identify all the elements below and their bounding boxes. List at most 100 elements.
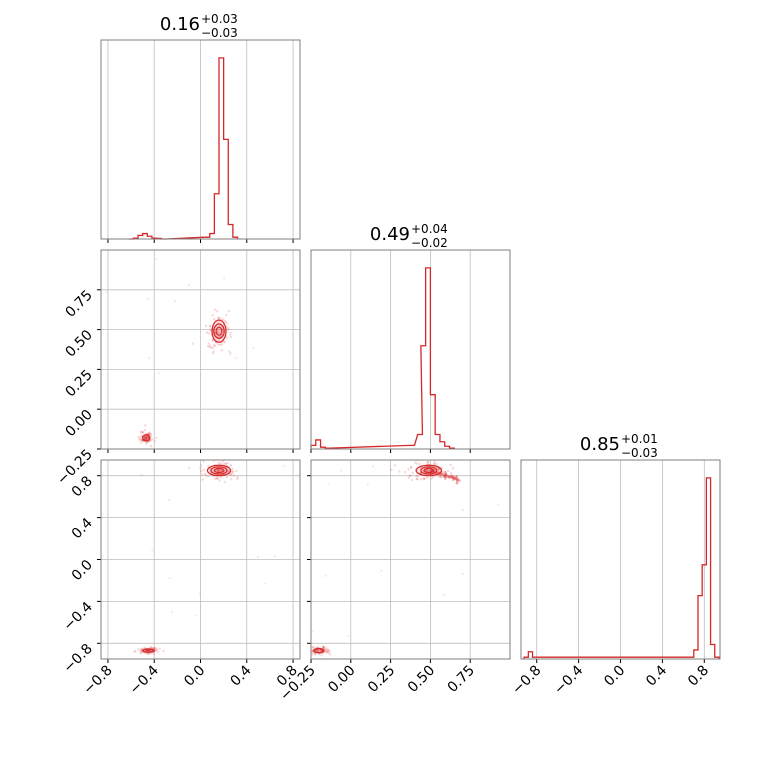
scatter-panel-1-2: −0.250.000.250.500.75 — [54, 249, 301, 488]
sample-point — [316, 649, 320, 652]
sample-point — [234, 357, 237, 360]
sample-point — [252, 347, 255, 350]
histogram-bin — [224, 139, 229, 239]
sample-point — [455, 482, 459, 485]
histogram-bin — [219, 58, 224, 239]
sample-point — [311, 653, 314, 656]
sample-point — [393, 464, 397, 467]
sample-point — [140, 473, 143, 477]
sample-point — [145, 438, 148, 441]
sample-point — [434, 472, 437, 476]
title-plus: +0.01 — [621, 432, 658, 446]
sample-point — [149, 433, 153, 436]
sample-point — [322, 645, 325, 649]
sample-point — [144, 435, 147, 439]
sample-point — [366, 483, 369, 486]
sample-point — [425, 462, 429, 465]
y-tick-label: 0.0 — [69, 557, 96, 584]
sample-point — [229, 463, 232, 467]
sample-point — [444, 471, 447, 474]
title-minus: −0.03 — [201, 26, 238, 40]
density-contour — [213, 467, 225, 474]
sample-point — [426, 460, 430, 464]
histogram-bin — [430, 395, 435, 449]
sample-point — [152, 652, 156, 656]
sample-point — [415, 462, 419, 465]
sample-point — [235, 469, 238, 473]
sample-point — [433, 462, 436, 465]
sample-point — [149, 433, 152, 437]
sample-point — [311, 630, 314, 633]
sample-point — [318, 648, 322, 652]
sample-point — [138, 438, 141, 442]
sample-point — [148, 431, 152, 434]
sample-point — [205, 331, 209, 334]
x-tick-label: 0.50 — [405, 663, 438, 696]
x-tick-label: −0.8 — [509, 663, 544, 698]
histogram-bin — [143, 234, 148, 239]
sample-point — [204, 324, 208, 328]
sample-point — [147, 357, 150, 360]
density-tail — [430, 469, 460, 482]
sample-point — [311, 649, 314, 652]
sample-point — [220, 349, 224, 352]
sample-point — [439, 472, 443, 476]
sample-point — [144, 435, 147, 439]
sample-point — [146, 649, 150, 652]
sample-point — [223, 277, 226, 280]
histogram-bin — [418, 435, 423, 449]
sample-point — [199, 467, 202, 470]
sample-point — [447, 469, 450, 473]
sample-point — [154, 440, 157, 443]
sample-point — [444, 473, 448, 477]
title-value: 0.16 — [160, 14, 200, 35]
sample-point — [195, 614, 198, 617]
sample-point — [451, 475, 455, 478]
sample-point — [215, 476, 219, 480]
sample-point — [204, 472, 207, 475]
sample-point — [319, 648, 322, 652]
x-tick-label: 0.8 — [685, 663, 712, 690]
sample-point — [216, 469, 220, 472]
histogram-step-line — [523, 477, 720, 659]
sample-point — [273, 554, 277, 558]
sample-point — [147, 432, 151, 435]
sample-point — [438, 475, 441, 479]
sample-point — [144, 438, 148, 441]
density-contour — [215, 326, 223, 336]
sample-point — [448, 476, 451, 479]
sample-point — [154, 646, 157, 650]
sample-point — [217, 343, 220, 346]
panel-frame — [310, 459, 511, 660]
sample-point — [223, 319, 226, 323]
sample-point — [423, 477, 426, 480]
sample-point — [230, 473, 233, 476]
sample-point — [311, 651, 315, 654]
density-contour — [142, 434, 151, 442]
sample-point — [443, 477, 447, 480]
sample-point — [423, 477, 426, 481]
y-tick-label: −0.8 — [60, 641, 95, 676]
sample-point — [137, 435, 140, 439]
scatter-panel-1-3: −0.8 −0.4 0.0 0.4 0.8−0.8−0.40.00.40.8 — [60, 459, 301, 698]
sample-point — [144, 435, 147, 439]
sample-point — [149, 444, 153, 448]
sample-point — [443, 475, 446, 479]
sample-point — [208, 325, 212, 328]
sample-point — [140, 435, 143, 438]
sample-point — [218, 479, 221, 482]
sample-point — [168, 577, 171, 580]
histogram-panel-3: −0.8 −0.4 0.0 0.4 0.8 — [509, 459, 721, 698]
sample-point — [146, 436, 150, 440]
sample-point — [216, 468, 220, 472]
sample-point — [226, 462, 230, 465]
sample-point — [426, 476, 429, 480]
y-tick-label: 0.50 — [62, 327, 95, 360]
title-param-1: 0.16 +0.03 −0.03 — [160, 12, 238, 40]
sample-point — [431, 471, 435, 475]
sample-point — [433, 463, 436, 466]
y-tick-label: 0.4 — [69, 515, 96, 542]
sample-point — [461, 572, 464, 576]
sample-point — [225, 321, 229, 325]
sample-point — [154, 648, 157, 652]
